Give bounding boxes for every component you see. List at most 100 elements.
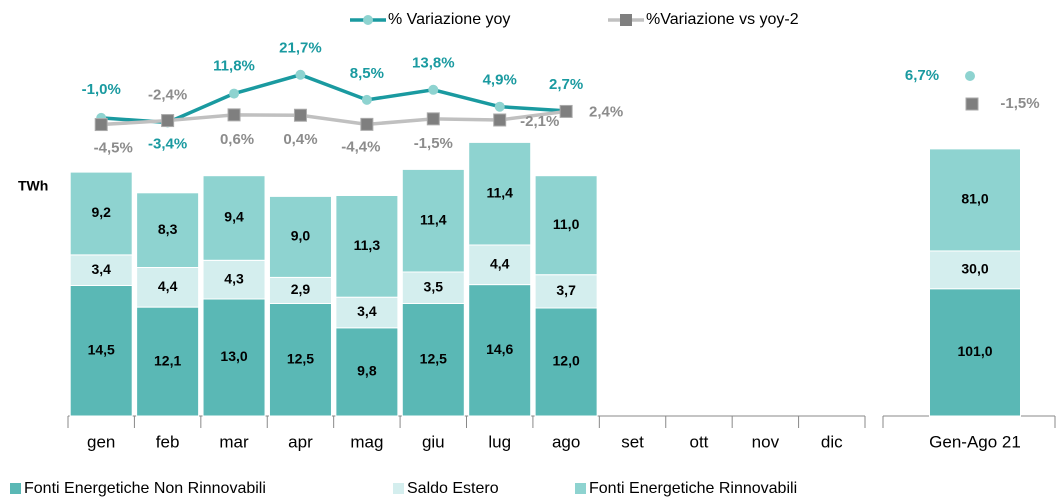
bar-segment bbox=[202, 175, 266, 261]
marker bbox=[493, 113, 507, 127]
data-label: 9,0 bbox=[291, 228, 311, 244]
data-label: 4,4 bbox=[490, 256, 510, 272]
bar-segment bbox=[335, 296, 399, 329]
marker bbox=[965, 97, 979, 111]
bar-segment bbox=[69, 254, 133, 286]
legend-label: Saldo Estero bbox=[407, 480, 499, 497]
data-label: 3,4 bbox=[91, 261, 111, 277]
line-label: 0,4% bbox=[283, 131, 317, 148]
x-tick-label: Gen-Ago 21 bbox=[929, 432, 1021, 451]
x-tick-label: mag bbox=[350, 432, 383, 451]
bar-segment bbox=[69, 171, 133, 256]
line-label: 2,7% bbox=[549, 76, 583, 93]
marker bbox=[295, 69, 306, 80]
legend-swatch bbox=[393, 483, 404, 494]
legend-swatch bbox=[10, 483, 21, 494]
data-label: 3,4 bbox=[357, 303, 377, 319]
bar-segment bbox=[534, 175, 598, 276]
x-tick-label: apr bbox=[288, 432, 313, 451]
marker bbox=[229, 88, 240, 99]
data-label: 11,4 bbox=[420, 211, 447, 227]
bar-segment bbox=[136, 192, 200, 268]
marker bbox=[360, 117, 374, 131]
marker bbox=[428, 84, 439, 95]
data-label: 14,6 bbox=[486, 341, 513, 357]
line-label: -4,5% bbox=[94, 140, 133, 157]
marker bbox=[965, 71, 975, 81]
bar-segment bbox=[929, 250, 1021, 290]
data-label: 8,3 bbox=[158, 221, 178, 237]
data-label: 4,4 bbox=[158, 278, 178, 294]
line-label: 8,5% bbox=[350, 65, 384, 82]
data-label: 9,2 bbox=[91, 204, 111, 220]
data-label: 4,3 bbox=[224, 270, 244, 286]
line-label: -4,4% bbox=[341, 138, 380, 155]
legend-marker bbox=[620, 14, 632, 26]
marker bbox=[94, 118, 108, 132]
bar-segment bbox=[468, 141, 532, 246]
line bbox=[101, 72, 567, 125]
marker bbox=[494, 101, 505, 112]
data-label: 11,0 bbox=[553, 216, 580, 232]
line-label: 4,9% bbox=[483, 72, 517, 89]
x-tick-label: ago bbox=[552, 432, 580, 451]
line-label: 13,8% bbox=[412, 55, 455, 72]
data-label: 101,0 bbox=[957, 343, 992, 359]
line-label: -3,4% bbox=[148, 135, 187, 152]
bar-segment bbox=[268, 195, 332, 278]
bar-segment bbox=[468, 244, 532, 286]
bar-segment bbox=[335, 195, 399, 298]
data-label: 3,7 bbox=[556, 282, 576, 298]
bar-segment bbox=[534, 274, 598, 309]
legend-label: %Variazione vs yoy-2 bbox=[646, 11, 799, 28]
marker bbox=[361, 94, 372, 105]
data-label: 30,0 bbox=[961, 261, 988, 277]
bar-segment bbox=[268, 303, 332, 417]
line-label: -2,1% bbox=[520, 113, 559, 130]
bar-segment bbox=[69, 285, 133, 417]
bar-segment bbox=[929, 288, 1021, 417]
line-label: -1,0% bbox=[82, 81, 121, 98]
data-label: 12,5 bbox=[420, 350, 447, 366]
line-label: -1,5% bbox=[1000, 95, 1039, 112]
data-label: 11,3 bbox=[354, 237, 381, 253]
line bbox=[101, 109, 567, 127]
bar-segment bbox=[401, 168, 465, 273]
marker bbox=[426, 112, 440, 126]
x-tick-label: mar bbox=[219, 432, 249, 451]
line-label: 11,8% bbox=[213, 58, 255, 75]
x-tick-label: dic bbox=[821, 432, 843, 451]
bar-segment bbox=[929, 148, 1021, 252]
data-label: 81,0 bbox=[961, 191, 988, 207]
x-tick-label: set bbox=[621, 432, 644, 451]
data-label: 12,0 bbox=[553, 353, 580, 369]
data-label: 12,5 bbox=[287, 350, 314, 366]
bar-segment bbox=[136, 306, 200, 417]
data-label: 13,0 bbox=[220, 348, 247, 364]
data-label: 11,4 bbox=[486, 184, 513, 200]
line-label: 21,7% bbox=[279, 40, 322, 57]
line-label: 6,7% bbox=[905, 67, 939, 84]
bar-segment bbox=[401, 271, 465, 304]
bar-segment bbox=[534, 307, 598, 417]
bar-segment bbox=[202, 259, 266, 300]
legend-swatch bbox=[575, 483, 586, 494]
legend-label: Fonti Energetiche Non Rinnovabili bbox=[24, 480, 266, 497]
x-tick-label: nov bbox=[752, 432, 780, 451]
line-label: 2,4% bbox=[589, 103, 623, 120]
marker bbox=[227, 108, 241, 122]
data-label: 12,1 bbox=[154, 352, 181, 368]
bar-segment bbox=[136, 267, 200, 308]
data-label: 9,8 bbox=[357, 363, 377, 379]
marker bbox=[161, 114, 175, 128]
data-label: 2,9 bbox=[291, 281, 311, 297]
line-label: -2,4% bbox=[148, 87, 187, 104]
legend-marker bbox=[363, 15, 373, 25]
bar-segment bbox=[401, 303, 465, 417]
data-label: 3,5 bbox=[424, 278, 444, 294]
bar-segment bbox=[468, 284, 532, 417]
line-label: -1,5% bbox=[414, 135, 453, 152]
x-tick-label: feb bbox=[156, 432, 180, 451]
legend-label: % Variazione yoy bbox=[388, 11, 510, 28]
